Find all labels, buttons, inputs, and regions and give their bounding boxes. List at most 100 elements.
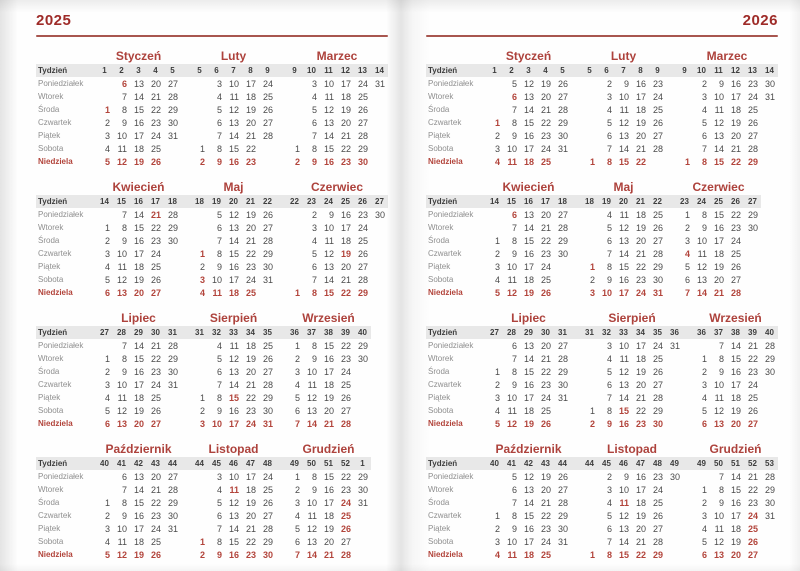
date-cell: 17	[713, 235, 724, 246]
date-cell: 22	[635, 549, 646, 560]
week-number-cell: 17	[147, 195, 164, 208]
date-cell: 17	[523, 536, 534, 547]
week-number-cell: 5	[191, 64, 208, 77]
week-number-cell: 50	[710, 457, 727, 470]
date-cell: 2	[104, 235, 110, 246]
week-number-cell: 23	[676, 195, 693, 208]
calendar-page: 2025 Styczeń Luty Marzec Tydzień 1 2 3 4 5 5 6 7 8 9 9 1…	[36, 0, 388, 571]
weekday-row: Piątek 2 9 16 23 30 6 13 20 27 4 11 18 25	[426, 522, 778, 535]
weekday-label: Wtorek	[38, 223, 64, 232]
date-cell: 12	[713, 536, 724, 547]
week-number-cell: 27	[486, 326, 503, 339]
date-cell: 20	[540, 91, 551, 102]
date-cell: 17	[245, 78, 256, 89]
date-cell: 5	[511, 78, 517, 89]
date-cell: 27	[652, 379, 663, 390]
date-cell: 27	[340, 405, 351, 416]
date-cell: 17	[523, 261, 534, 272]
date-cell: 11	[229, 91, 239, 102]
date-cell: 15	[730, 484, 741, 495]
date-cell: 9	[606, 274, 612, 285]
week-number-cell: 43	[537, 457, 554, 470]
date-cell: 13	[133, 471, 144, 482]
date-cell: 12	[713, 405, 724, 416]
weekday-label: Wtorek	[428, 92, 454, 101]
date-cell: 15	[523, 117, 534, 128]
week-number-cell: 53	[761, 457, 778, 470]
week-number-cell: 29	[130, 326, 147, 339]
page-edge-shadow-right	[788, 0, 800, 571]
date-cell: 22	[540, 366, 551, 377]
weekday-row: Środa 7 14 21 28 4 11 18 25 2 9 16 23 30	[426, 496, 778, 509]
date-cell: 27	[262, 222, 273, 233]
date-cell: 24	[150, 379, 161, 390]
week-number-cell: 32	[598, 326, 615, 339]
date-cell: 5	[216, 104, 222, 115]
date-cell: 9	[606, 418, 612, 429]
date-cell: 16	[133, 117, 144, 128]
date-cell: 18	[523, 405, 534, 416]
date-cell: 12	[323, 104, 334, 115]
date-cell: 21	[340, 130, 351, 141]
date-cell: 27	[652, 130, 663, 141]
date-cell: 14	[133, 91, 144, 102]
date-cell: 7	[606, 248, 612, 259]
date-cell: 22	[730, 156, 741, 167]
date-cell: 27	[262, 366, 273, 377]
date-cell: 19	[713, 261, 724, 272]
date-cell: 28	[652, 248, 663, 259]
date-cell: 4	[606, 104, 612, 115]
date-cell: 5	[294, 523, 300, 534]
date-cell: 22	[340, 287, 351, 298]
date-cell: 18	[730, 392, 741, 403]
date-cell: 12	[228, 497, 239, 508]
weekday-row: Poniedziałek 7 14 21 28 5 12 19 26 2 9 16 23 30	[36, 208, 388, 221]
date-cell: 19	[133, 156, 144, 167]
date-cell: 24	[652, 484, 663, 495]
weekday-label: Sobota	[428, 537, 454, 546]
date-cell: 15	[323, 143, 334, 154]
weekday-row: Czwartek 1 8 15 22 29 5 12 19 26 3 10 17 24 31	[426, 509, 778, 522]
date-cell: 21	[150, 209, 161, 220]
date-cell: 8	[718, 353, 724, 364]
date-cell: 11	[229, 340, 239, 351]
date-cell: 27	[150, 287, 161, 298]
date-cell: 14	[523, 353, 534, 364]
date-cell: 6	[121, 78, 127, 89]
weekday-row: Niedziela 4 11 18 25 1 8 15 22 1 8 15 22 29	[426, 155, 778, 168]
date-cell: 17	[730, 379, 741, 390]
date-cell: 18	[133, 392, 144, 403]
weekday-row: Wtorek 1 8 15 22 29 6 13 20 27 3 10 17 24	[36, 221, 388, 234]
weekday-label: Piątek	[428, 524, 451, 533]
date-cell: 14	[696, 287, 707, 298]
date-cell: 4	[104, 392, 110, 403]
week-number-cell: 14	[486, 195, 503, 208]
date-cell: 22	[150, 104, 161, 115]
date-cell: 26	[540, 418, 551, 429]
date-cell: 21	[245, 130, 256, 141]
date-cell: 4	[701, 104, 707, 115]
date-cell: 4	[701, 523, 707, 534]
date-cell: 7	[718, 340, 724, 351]
date-cell: 8	[216, 143, 222, 154]
date-cell: 29	[747, 156, 758, 167]
date-cell: 30	[357, 484, 368, 495]
week-number-cell: 25	[710, 195, 727, 208]
date-cell: 23	[150, 235, 161, 246]
week-band-label: Tydzień	[36, 457, 96, 470]
date-cell: 13	[523, 340, 534, 351]
date-cell: 30	[557, 523, 568, 534]
week-number-cell: 15	[113, 195, 130, 208]
date-cell: 20	[635, 379, 646, 390]
date-cell: 8	[121, 222, 127, 233]
date-cell: 30	[262, 261, 273, 272]
date-cell: 17	[133, 130, 144, 141]
date-cell: 6	[606, 523, 612, 534]
date-cell: 23	[652, 471, 663, 482]
date-cell: 25	[540, 549, 551, 560]
date-cell: 5	[494, 418, 500, 429]
date-cell: 14	[228, 130, 239, 141]
week-number-cell: 31	[581, 326, 598, 339]
week-number-cell: 24	[693, 195, 710, 208]
weekday-row: Środa 1 8 15 22 29 5 12 19 26 3 10 17 24 31	[36, 496, 388, 509]
